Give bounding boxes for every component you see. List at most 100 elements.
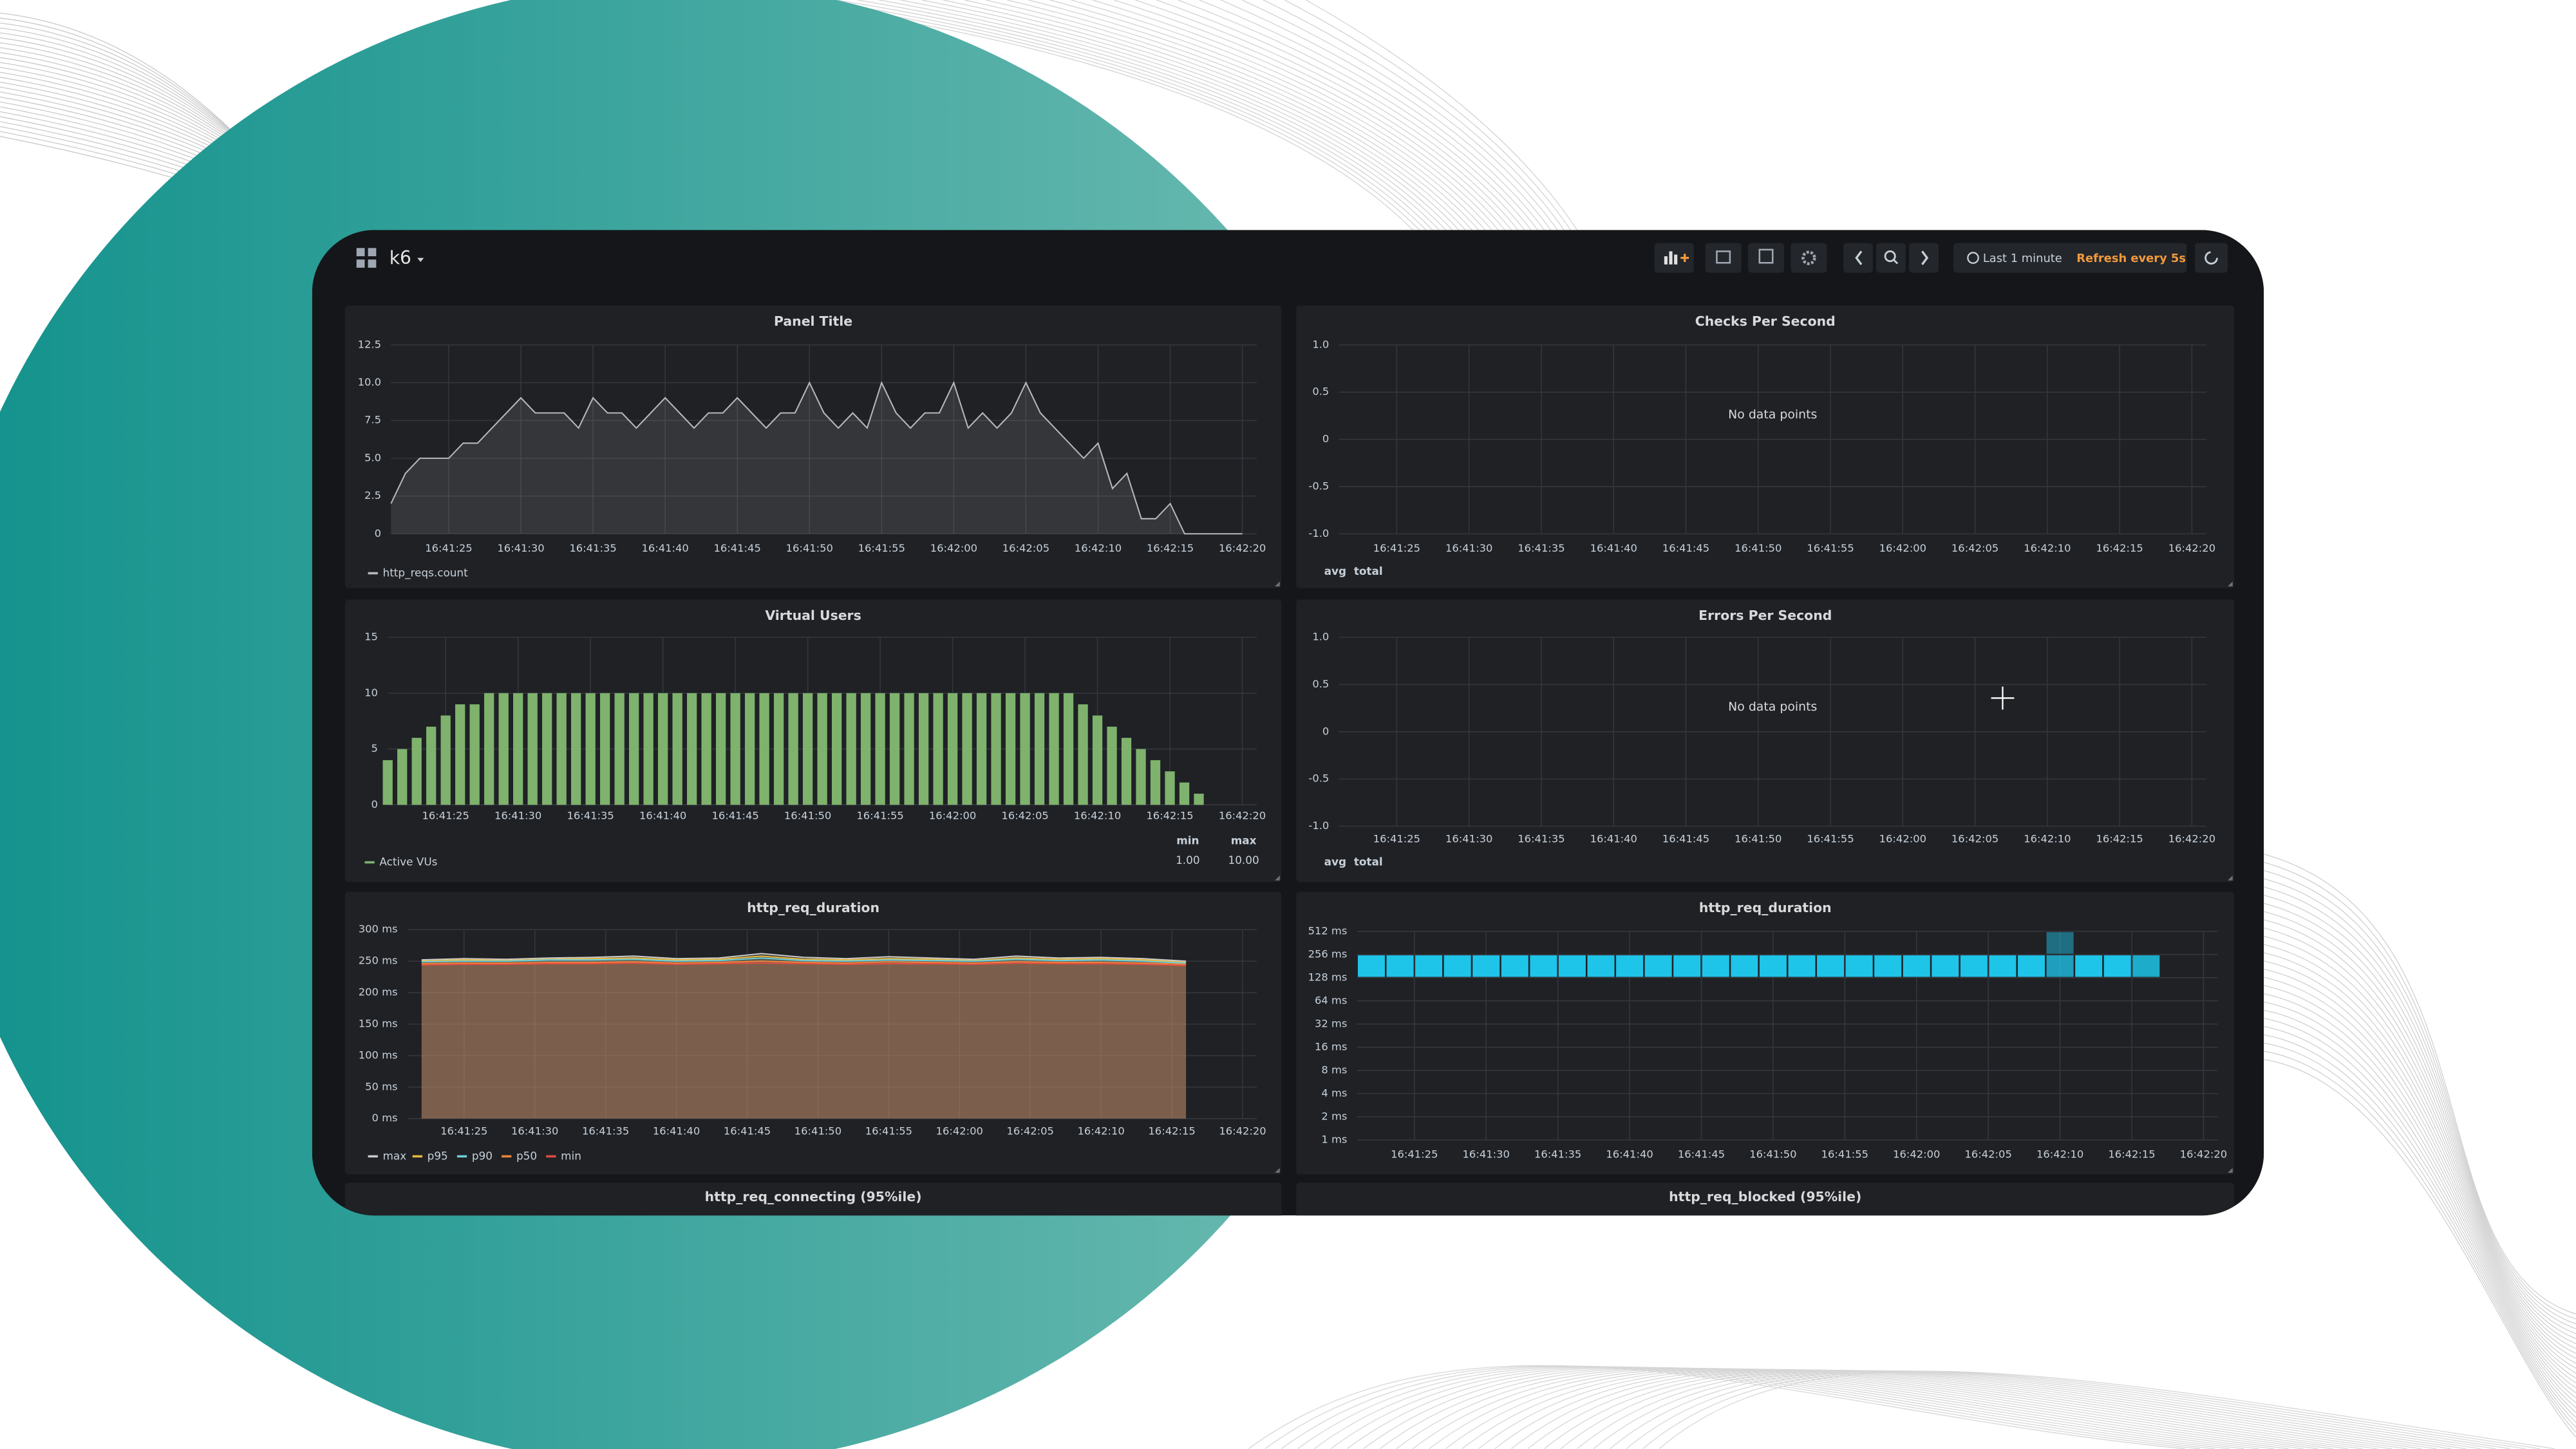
x-tick-label: 16:42:10 xyxy=(1074,810,1121,822)
deco-line xyxy=(1220,0,1552,230)
series-line xyxy=(421,960,1187,966)
x-tick-label: 16:42:15 xyxy=(1147,542,1194,554)
heatmap-cell xyxy=(1444,932,1471,953)
bar xyxy=(730,693,740,805)
deco-line xyxy=(879,0,1446,230)
deco-line xyxy=(1049,0,1499,230)
x-tick-label: 16:42:10 xyxy=(2036,1148,2083,1160)
heatmap-cell xyxy=(1415,955,1443,977)
bar xyxy=(976,693,987,805)
deco-line xyxy=(1306,0,1578,230)
heatmap-cell xyxy=(1415,932,1442,953)
heatmap-cell xyxy=(2132,932,2159,953)
heatmap-cell xyxy=(1932,955,1959,977)
deco-line xyxy=(1363,1367,2289,1449)
bar xyxy=(686,693,697,805)
bar xyxy=(455,704,465,805)
zoom-out-button[interactable] xyxy=(1876,243,1906,273)
y-tick-label: 8 ms xyxy=(1321,1063,1347,1076)
dashboard-title[interactable]: k6 xyxy=(390,247,411,268)
bar xyxy=(904,693,914,805)
heatmap-cell xyxy=(2046,955,2074,977)
dropdown-caret[interactable] xyxy=(417,257,424,262)
apps-icon[interactable] xyxy=(356,248,377,268)
heatmap-cell xyxy=(1817,955,1845,977)
bar xyxy=(817,693,827,805)
x-tick-label: 16:42:10 xyxy=(1075,542,1122,554)
heatmap-cell xyxy=(1443,955,1471,977)
heatmap-cell xyxy=(1644,955,1672,977)
x-tick-label: 16:41:30 xyxy=(1463,1148,1510,1160)
x-tick-label: 16:42:05 xyxy=(1951,542,1998,554)
y-tick-label: 1 ms xyxy=(1321,1133,1347,1145)
bar xyxy=(1005,693,1016,805)
deco-line xyxy=(1178,0,1538,230)
x-tick-label: 16:42:05 xyxy=(1951,832,1998,845)
time-range[interactable]: Last 1 minute xyxy=(1983,252,2062,265)
panel-bg xyxy=(1296,599,2235,883)
x-tick-label: 16:41:50 xyxy=(784,810,831,822)
legend-stat-value: 10.00 xyxy=(1228,854,1259,866)
x-tick-label: 16:41:50 xyxy=(1749,1148,1796,1160)
heatmap-cell xyxy=(1559,932,1586,953)
y-tick-label: 16 ms xyxy=(1315,1040,1347,1052)
resize-handle xyxy=(1275,1168,1280,1173)
legend-stat-header: max xyxy=(1231,834,1257,846)
y-tick-label: 0 xyxy=(375,527,381,539)
share-button[interactable] xyxy=(1705,243,1742,273)
legend-label: max xyxy=(383,1149,407,1162)
save-button[interactable] xyxy=(1747,243,1785,273)
panel-bg xyxy=(344,599,1282,883)
heatmap-cell xyxy=(2075,932,2102,953)
resize-handle xyxy=(2228,875,2233,881)
heatmap-cell xyxy=(2104,932,2131,953)
x-tick-label: 16:42:20 xyxy=(2168,832,2215,845)
deco-line xyxy=(1281,1365,2215,1449)
x-tick-label: 16:41:40 xyxy=(641,542,688,554)
x-tick-label: 16:42:00 xyxy=(1879,832,1926,845)
y-tick-label: 5.0 xyxy=(364,451,381,463)
add-panel-button[interactable] xyxy=(1654,243,1694,273)
bar xyxy=(426,726,437,805)
heatmap-cell xyxy=(1960,955,1988,977)
x-tick-label: 16:41:45 xyxy=(714,542,761,554)
time-back-button[interactable] xyxy=(1843,243,1873,273)
refresh-interval[interactable]: Refresh every 5s xyxy=(2076,252,2186,265)
heatmap-cell xyxy=(1530,932,1557,953)
panel-title: Virtual Users xyxy=(765,608,861,623)
series-area xyxy=(391,382,1243,534)
deco-line xyxy=(985,0,1479,230)
heatmap-cell xyxy=(2018,932,2045,953)
heatmap-cell xyxy=(1817,932,1844,953)
x-tick-label: 16:41:25 xyxy=(440,1125,487,1137)
deco-line xyxy=(2264,1059,2576,1438)
refresh-button[interactable] xyxy=(2195,243,2228,273)
x-tick-label: 16:42:15 xyxy=(2096,832,2143,845)
deco-line xyxy=(921,0,1460,230)
time-picker[interactable]: Last 1 minute Refresh every 5s xyxy=(1953,243,2187,273)
settings-button[interactable] xyxy=(1791,243,1827,273)
time-forward-button[interactable] xyxy=(1909,243,1939,273)
resize-handle xyxy=(2228,581,2233,586)
series-line xyxy=(390,380,1243,535)
y-tick-label: 250 ms xyxy=(359,955,398,967)
heatmap-cell xyxy=(1731,955,1758,977)
y-tick-label: -0.5 xyxy=(1308,772,1329,785)
x-tick-label: 16:42:15 xyxy=(2096,542,2143,554)
series-area xyxy=(421,963,1187,1119)
y-tick-label: 10 xyxy=(364,686,378,698)
x-tick-label: 16:42:20 xyxy=(2180,1148,2227,1160)
bar xyxy=(672,693,682,805)
heatmap-cell xyxy=(1616,955,1644,977)
x-tick-label: 16:42:20 xyxy=(1219,810,1266,822)
x-tick-label: 16:41:55 xyxy=(1807,542,1854,554)
heatmap-cell xyxy=(1760,932,1787,953)
y-tick-label: 300 ms xyxy=(359,923,398,935)
deco-line xyxy=(2264,911,2576,1349)
resize-handle xyxy=(1275,581,1280,586)
heatmap-cell xyxy=(1587,932,1614,953)
x-tick-label: 16:42:05 xyxy=(1001,810,1048,822)
y-tick-label: 0 ms xyxy=(372,1112,398,1124)
bar xyxy=(1034,693,1045,805)
